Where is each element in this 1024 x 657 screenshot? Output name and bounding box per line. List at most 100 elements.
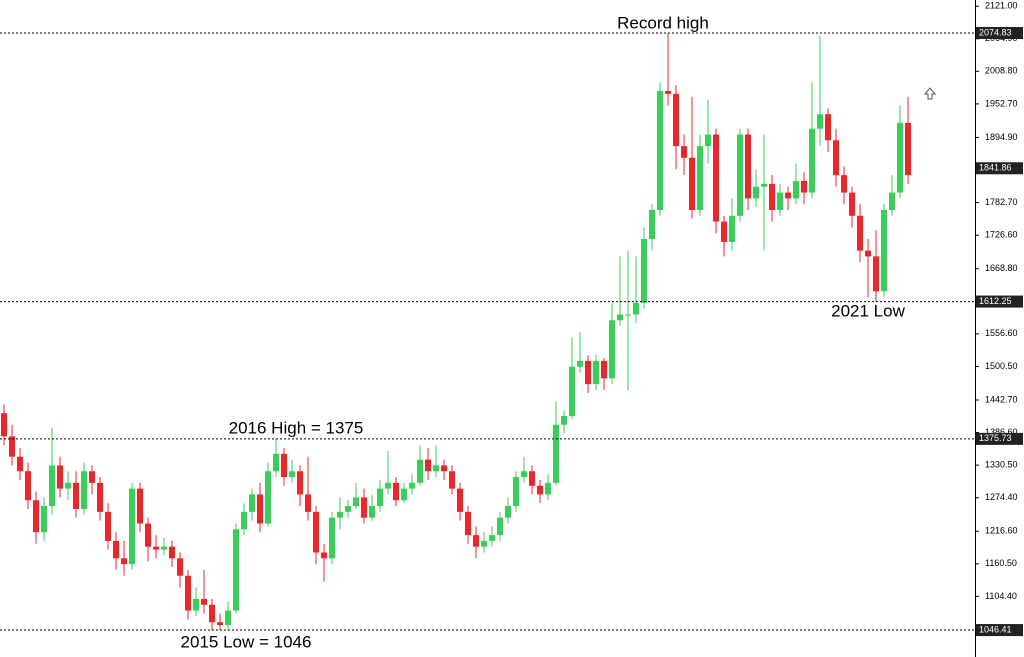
level-label-box (976, 27, 1023, 40)
candle-body (97, 482, 103, 512)
candle-body (633, 302, 639, 315)
candle-body (145, 523, 151, 547)
annotation: 2021 Low (831, 301, 905, 320)
candle-body (321, 552, 327, 559)
y-tick-label: 1782.70 (985, 197, 1018, 207)
candle-body (449, 471, 455, 489)
candle-body (745, 134, 751, 199)
candle-body (881, 209, 887, 292)
level-label: 1841.86 (979, 163, 1012, 173)
annotation: 2016 High = 1375 (229, 418, 364, 437)
y-tick-label: 1726.60 (985, 230, 1018, 240)
candle-body (361, 497, 367, 518)
candle-body (17, 456, 23, 472)
candle-body (265, 471, 271, 524)
candle-body (81, 471, 87, 509)
candle-body (121, 558, 127, 565)
candle-body (793, 180, 799, 199)
candle-body (625, 314, 631, 316)
candle-body (497, 517, 503, 536)
candle-body (41, 506, 47, 533)
level-label-box (976, 432, 1023, 445)
candle-body (593, 360, 599, 385)
level-label: 1612.25 (979, 296, 1012, 306)
annotation: 2015 Low = 1046 (181, 632, 312, 651)
candle-body (385, 482, 391, 489)
candle-body (785, 192, 791, 199)
candle-body (865, 250, 871, 257)
candle-body (905, 122, 911, 176)
candle-body (257, 494, 263, 524)
candle-body (673, 93, 679, 147)
candle-body (33, 500, 39, 533)
candle-body (305, 494, 311, 512)
candle-body (441, 465, 447, 472)
candle-body (161, 546, 167, 550)
candle-body (73, 482, 79, 509)
y-tick-label: 1556.60 (985, 328, 1018, 338)
candle-body (769, 183, 775, 210)
y-tick-label: 1160.50 (985, 558, 1017, 568)
candle-body (185, 575, 191, 611)
candle-body (137, 488, 143, 524)
candle-body (273, 453, 279, 472)
candle-body (209, 604, 215, 623)
candle-body (401, 488, 407, 501)
candle-body (841, 175, 847, 193)
candle-body (225, 610, 231, 626)
candle-body (513, 477, 519, 507)
candle-body (169, 546, 175, 559)
y-tick-label: 1104.40 (985, 591, 1017, 601)
candle-body (49, 465, 55, 507)
arrow-icon (923, 87, 937, 100)
candle-body (817, 114, 823, 129)
candle-body (353, 497, 359, 507)
level-label: 1046.41 (979, 624, 1012, 634)
level-label: 1375.73 (979, 433, 1012, 443)
candle-body (529, 471, 535, 486)
candle-body (129, 488, 135, 565)
candle-body (825, 114, 831, 141)
candle-body (505, 506, 511, 518)
candle-body (425, 459, 431, 472)
candle-body (489, 535, 495, 541)
candle-body (761, 183, 767, 187)
candle-body (609, 320, 615, 379)
candle-body (521, 471, 527, 478)
candle-body (713, 134, 719, 222)
candle-body (241, 511, 247, 530)
candle-body (545, 482, 551, 495)
y-tick-label: 1500.50 (985, 361, 1018, 371)
candle-body (25, 471, 31, 501)
candle-body (433, 465, 439, 472)
candle-body (689, 157, 695, 210)
candle-body (409, 482, 415, 489)
candle-body (585, 360, 591, 385)
candle-body (89, 471, 95, 483)
candle-body (1, 413, 7, 437)
y-tick-label: 1330.50 (985, 460, 1018, 470)
y-tick-label: 1442.70 (985, 394, 1018, 404)
candle-body (249, 494, 255, 512)
candle-body (729, 215, 735, 242)
candle-body (193, 598, 199, 611)
candle-body (697, 146, 703, 210)
candle-body (537, 485, 543, 495)
candle-body (665, 90, 671, 94)
y-tick-label: 2008.80 (985, 66, 1018, 76)
candle-body (721, 221, 727, 242)
candle-body (601, 360, 607, 379)
candle-body (337, 511, 343, 518)
candle-body (801, 180, 807, 193)
candle-body (329, 517, 335, 559)
candle-body (57, 465, 63, 489)
y-tick-label: 1668.80 (985, 263, 1018, 273)
y-tick-label: 1386.60 (985, 427, 1018, 437)
candle-body (873, 256, 879, 292)
candle-body (553, 424, 559, 483)
y-tick-label: 2121.00 (985, 1, 1018, 11)
y-tick-label: 1952.70 (985, 98, 1018, 108)
candle-body (809, 128, 815, 193)
level-label-box (976, 295, 1023, 308)
